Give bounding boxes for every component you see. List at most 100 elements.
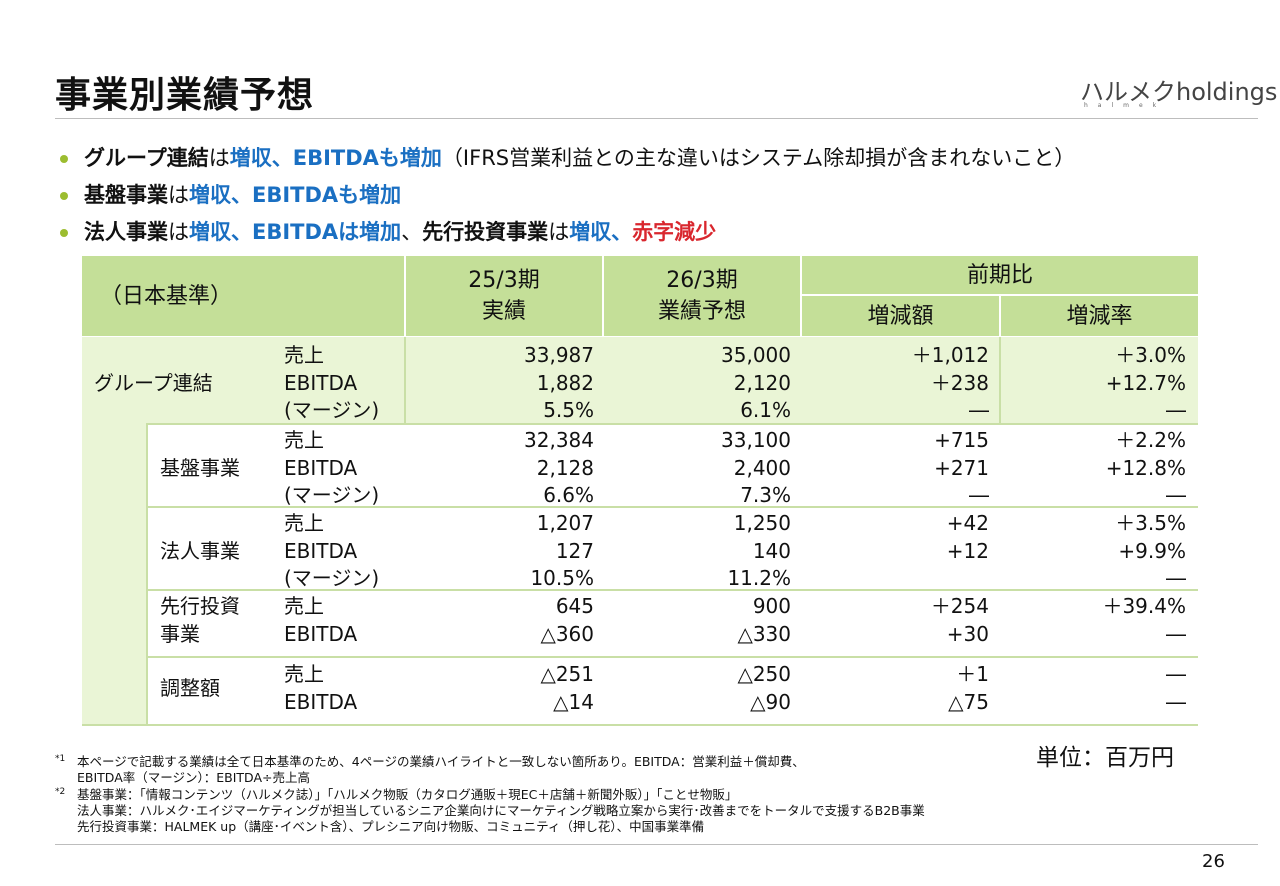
diff-value: +42: [946, 511, 989, 535]
bullet-text-segment: は: [168, 220, 189, 244]
logo-text: ハルメクholdings: [1080, 78, 1278, 106]
bullet-text-segment: （IFRS営業利益との主な違いはシステム除却損が含まれないこと）: [441, 146, 1076, 170]
forecast-value: 6.1%: [740, 398, 791, 422]
actual-value: 645: [555, 594, 594, 618]
footnote-1-line2: EBITDA率（マージン）：EBITDA÷売上高: [77, 769, 310, 785]
header-yoy: 前期比: [966, 262, 1033, 288]
segment-name: グループ連結: [94, 370, 213, 395]
group-band-background: [82, 337, 1198, 424]
header-divider: [55, 118, 1258, 119]
bullet-text-segment: グループ連結: [84, 146, 209, 170]
footnote-2-line3: 先行投資事業：HALMEK up（講座･イベント含）、プレシニア向け物販、コミュ…: [77, 818, 705, 834]
bullet-text-segment: は: [208, 146, 230, 170]
summary-bullets: グループ連結は増収、EBITDAも増加（IFRS営業利益との主な違いはシステム除…: [58, 140, 1268, 251]
metric-label: EBITDA: [284, 455, 358, 480]
bullet-text-segment: 増収、EBITDAも増加: [189, 183, 402, 207]
grid-line: [146, 506, 1198, 508]
grid-line: [146, 424, 148, 726]
segment-name: 基盤事業: [160, 455, 240, 480]
bullet-text-segment: 法人事業: [84, 220, 168, 244]
bullet-text-segment: は: [548, 220, 570, 244]
diff-value: ＋254: [930, 594, 989, 618]
header-basis: （日本基準）: [100, 283, 233, 309]
page-number: 26: [1202, 851, 1225, 872]
forecast-value: △90: [750, 689, 791, 714]
rate-value: ＋39.4%: [1102, 594, 1186, 618]
diff-value: ―: [969, 483, 989, 507]
header-diff-cell: 増減額: [802, 296, 999, 336]
header-forecast-label: 業績予想: [657, 299, 746, 324]
segment-name: 事業: [160, 621, 200, 646]
segment-name: 先行投資: [160, 594, 240, 618]
diff-value: +271: [934, 455, 989, 480]
actual-value: 10.5%: [530, 566, 594, 590]
metric-label: 売上: [284, 662, 324, 686]
rate-value: ―: [1166, 689, 1186, 714]
footnote-2-line1: 基盤事業：「情報コンテンツ（ハルメク誌）」「ハルメク物販（カタログ通販＋現EC＋…: [77, 787, 738, 803]
grid-line: [999, 337, 1001, 424]
forecast-value: 900: [752, 594, 791, 618]
header-basis-cell: （日本基準）: [82, 256, 404, 336]
actual-value: 127: [555, 538, 594, 563]
forecast-value: △330: [737, 621, 791, 646]
actual-value: 5.5%: [543, 398, 594, 422]
bullet-item: 基盤事業は増収、EBITDAも増加: [58, 177, 1268, 214]
header-forecast-cell: 26/3期 業績予想: [604, 256, 800, 336]
rate-value: ＋2.2%: [1115, 428, 1186, 452]
actual-value: 32,384: [524, 428, 594, 452]
forecast-value: 2,400: [733, 455, 791, 480]
segment-forecast-table: （日本基準） 25/3期 実績 26/3期 業績予想 前期比 増減額 増減率 グ…: [82, 256, 1198, 726]
header-forecast-period: 26/3期: [666, 268, 738, 293]
bullet-text-segment: は: [168, 183, 189, 207]
bullet-text-segment: 増収、EBITDAも増加: [229, 146, 442, 170]
footnotes: *1 本ページで記載する業績は全て日本基準のため、4ページの業績ハイライトと一致し…: [55, 752, 925, 834]
forecast-value: △250: [737, 662, 791, 686]
rate-value: ―: [1166, 483, 1186, 507]
header-rate: 増減率: [1066, 303, 1133, 329]
forecast-value: 1,250: [733, 511, 791, 535]
segment-name: 調整額: [160, 675, 220, 700]
rate-value: ＋3.0%: [1115, 343, 1186, 367]
metric-label: (マージン): [284, 566, 380, 590]
metric-label: EBITDA: [284, 538, 358, 563]
actual-value: 33,987: [524, 343, 594, 367]
bullet-text-segment: 先行投資事業: [422, 220, 549, 244]
diff-value: △75: [948, 689, 989, 714]
forecast-value: 11.2%: [727, 566, 791, 590]
diff-value: ―: [969, 398, 989, 422]
logo-subtext: halmek: [1084, 102, 1167, 109]
actual-value: 1,207: [536, 511, 594, 535]
bullet-item: 法人事業は増収、EBITDAは増加、先行投資事業は増収、赤字減少: [58, 214, 1268, 251]
diff-value: +12: [946, 538, 989, 563]
forecast-value: 140: [752, 538, 791, 563]
footer-divider: [55, 844, 1258, 845]
grid-line: [146, 589, 1198, 591]
diff-value: ＋1,012: [911, 343, 989, 367]
metric-label: EBITDA: [284, 689, 358, 714]
header-actual-label: 実績: [481, 299, 526, 324]
header-actual-period: 25/3期: [468, 268, 540, 293]
diff-value: ＋1: [956, 662, 989, 686]
bullet-text-segment: 基盤事業: [84, 183, 168, 207]
header-rate-cell: 増減率: [1001, 296, 1198, 336]
diff-value: +715: [934, 428, 989, 452]
rate-value: ＋3.5%: [1115, 511, 1186, 535]
metric-label: 売上: [284, 343, 324, 367]
actual-value: △360: [540, 621, 594, 646]
footnote-2-mark: *2: [55, 787, 66, 798]
diff-value: ＋238: [930, 370, 989, 395]
grid-line: [404, 337, 406, 424]
rate-value: ―: [1166, 566, 1186, 590]
actual-value: △14: [553, 689, 594, 714]
rate-value: ―: [1166, 662, 1186, 686]
metric-label: 売上: [284, 594, 324, 618]
header-diff: 増減額: [867, 303, 934, 329]
actual-value: △251: [540, 662, 594, 686]
grid-line: [82, 724, 1198, 726]
diff-value: +30: [946, 621, 989, 646]
metric-label: (マージン): [284, 483, 380, 507]
grid-line: [146, 656, 1198, 658]
company-logo: ハルメクholdings halmek: [1080, 72, 1278, 109]
footnote-2-line2: 法人事業：ハルメク･エイジマーケティングが担当しているシニア企業向けにマーケティ…: [77, 803, 925, 819]
footnote-1-mark: *1: [55, 754, 66, 764]
